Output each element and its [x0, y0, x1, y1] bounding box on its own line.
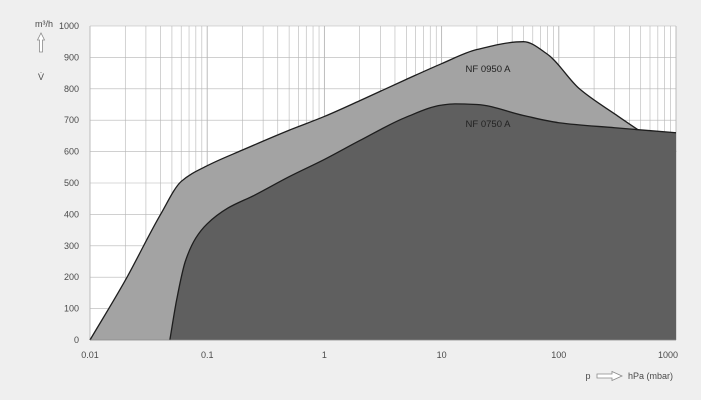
x-axis-unit-label: hPa (mbar): [628, 371, 673, 381]
x-axis-arrow-icon: [596, 370, 623, 382]
x-tick-label: 0.1: [201, 350, 214, 360]
y-tick-label: 700: [64, 115, 79, 125]
x-axis-symbol: p: [585, 371, 590, 381]
y-axis-symbol: V̇: [38, 72, 44, 82]
x-tick-label: 10: [437, 350, 447, 360]
x-tick-label: 100: [551, 350, 566, 360]
y-tick-label: 200: [64, 272, 79, 282]
y-tick-label: 800: [64, 84, 79, 94]
y-axis-arrow-icon: [36, 32, 46, 53]
y-tick-label: 500: [64, 178, 79, 188]
series-area-nf-0750-a: [169, 103, 676, 341]
series-line-nf-0950-a: [89, 41, 677, 341]
y-tick-label: 600: [64, 147, 79, 157]
y-tick-label: 100: [64, 304, 79, 314]
x-tick-label: 1: [322, 350, 327, 360]
y-tick-label: 900: [64, 52, 79, 62]
series-line-nf-0750-a: [169, 103, 677, 341]
series-label: NF 0750 A: [466, 119, 512, 130]
y-tick-label: 0: [74, 335, 79, 345]
axes: 0 100 200 300 400 500 600 700 800 900 1000 0.01 0.1 1…: [59, 21, 678, 360]
x-tick-label: 1000: [658, 350, 678, 360]
y-tick-label: 300: [64, 241, 79, 251]
series-label: NF 0950 A: [466, 64, 512, 75]
x-tick-label: 0.01: [81, 350, 99, 360]
y-tick-label: 1000: [59, 21, 79, 31]
series-areas: NF 0950 A NF 0750 A: [89, 41, 677, 341]
y-axis-unit-label: m³/h: [35, 19, 53, 29]
y-tick-label: 400: [64, 209, 79, 219]
